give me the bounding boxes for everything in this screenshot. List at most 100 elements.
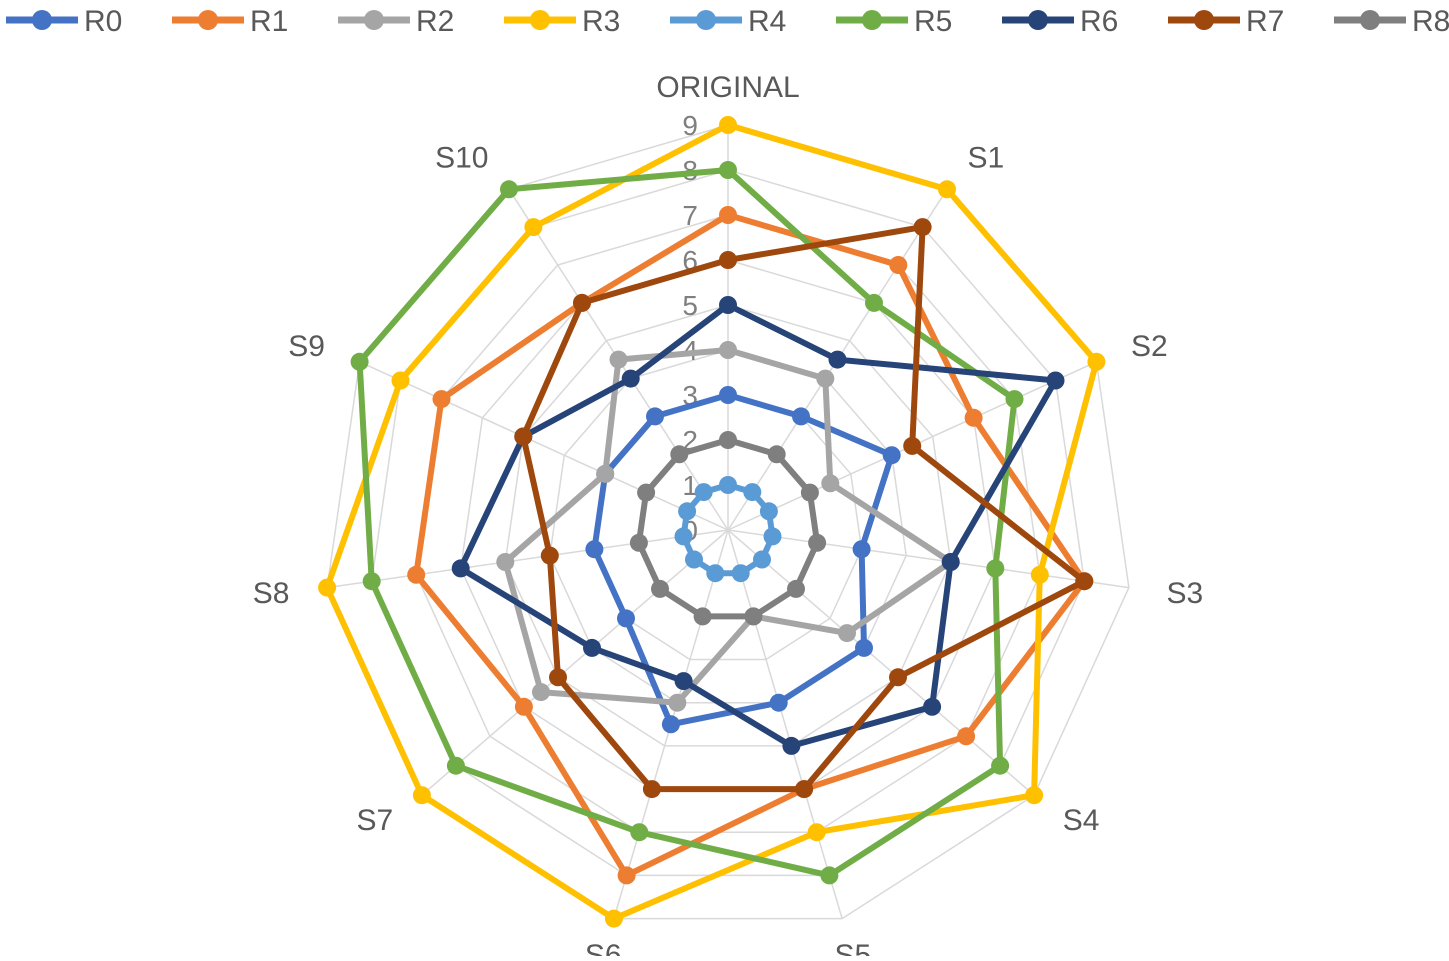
series-line-r7: [520, 224, 1088, 793]
data-point: [706, 564, 725, 583]
data-point: [583, 638, 601, 657]
data-point: [350, 352, 369, 371]
legend-item-r3: R3: [504, 5, 620, 38]
series-layer: [318, 116, 1106, 928]
legend-label: R6: [1080, 5, 1118, 38]
data-point: [795, 780, 814, 799]
data-point: [941, 553, 960, 571]
data-point: [744, 607, 763, 626]
legend-label: R4: [748, 5, 786, 38]
data-point: [719, 161, 737, 179]
data-point: [451, 559, 470, 578]
data-point: [661, 715, 680, 734]
legend-swatch-marker: [862, 10, 882, 30]
data-point: [782, 736, 801, 755]
series-r7: [514, 218, 1094, 799]
data-point: [617, 866, 636, 885]
data-point: [913, 218, 932, 237]
data-point: [1030, 565, 1049, 584]
data-point: [685, 550, 703, 569]
data-point: [828, 350, 847, 369]
category-label-s7: S7: [356, 804, 393, 837]
data-point: [719, 251, 737, 269]
data-point: [629, 533, 648, 552]
category-labels: ORIGINAL S1 S2 S3 S4 S5 S6 S7 S8 S9 S10: [253, 71, 1203, 961]
data-point: [719, 431, 737, 449]
tick-label: 5: [682, 290, 698, 321]
data-point: [838, 624, 856, 643]
data-point: [903, 436, 922, 455]
series-r8: [629, 431, 827, 626]
data-point: [759, 502, 778, 521]
legend-item-r5: R5: [836, 5, 952, 38]
data-point: [719, 476, 737, 494]
category-label-s8: S8: [253, 577, 290, 610]
data-point: [674, 672, 693, 691]
category-label-s5: S5: [834, 939, 871, 956]
data-point: [889, 256, 908, 274]
data-point: [496, 553, 515, 571]
data-point: [753, 550, 771, 569]
legend: R0 R1 R2 R3 R4 R5 R6 R7 R8: [6, 5, 1449, 38]
legend-label: R3: [582, 5, 620, 38]
legend-label: R7: [1246, 5, 1284, 38]
legend-swatch-marker: [198, 10, 218, 30]
data-point: [821, 474, 840, 493]
legend-label: R1: [250, 5, 288, 38]
data-point: [719, 296, 737, 314]
data-point: [651, 579, 669, 598]
data-point: [596, 464, 615, 483]
data-point: [668, 693, 687, 712]
legend-item-r1: R1: [172, 5, 288, 38]
data-point: [767, 445, 786, 464]
legend-label: R2: [416, 5, 454, 38]
data-point: [719, 206, 737, 224]
data-point: [637, 483, 656, 502]
series-line-r0: [591, 392, 895, 728]
legend-item-r0: R0: [6, 5, 122, 38]
data-point: [674, 527, 693, 546]
data-point: [630, 823, 649, 842]
data-point: [719, 341, 737, 359]
data-point: [852, 540, 871, 559]
data-point: [808, 533, 827, 552]
data-point: [500, 180, 518, 199]
series-line-r3: [324, 122, 1100, 922]
data-point: [642, 780, 661, 799]
legend-swatch-marker: [530, 10, 550, 30]
data-point: [432, 390, 451, 409]
data-point: [865, 293, 883, 312]
data-point: [524, 218, 543, 237]
legend-swatch-marker: [1194, 10, 1214, 30]
data-point: [670, 445, 689, 464]
category-label-original: ORIGINAL: [656, 71, 799, 104]
category-label-s4: S4: [1063, 804, 1100, 837]
data-point: [407, 565, 426, 584]
data-point: [1005, 390, 1024, 409]
legend-swatch-marker: [696, 10, 716, 30]
category-label-s1: S1: [968, 141, 1005, 174]
legend-label: R5: [914, 5, 952, 38]
legend-item-r7: R7: [1168, 5, 1284, 38]
data-point: [621, 369, 640, 388]
tick-label: 7: [682, 200, 698, 231]
data-point: [514, 427, 533, 446]
grid-spoke-s9: [359, 361, 729, 531]
data-point: [964, 408, 983, 427]
data-point: [585, 540, 604, 559]
category-label-s10: S10: [435, 141, 488, 174]
series-r0: [585, 386, 901, 734]
data-point: [807, 823, 826, 842]
data-point: [986, 559, 1005, 578]
legend-item-r2: R2: [338, 5, 454, 38]
data-point: [391, 371, 410, 390]
data-point: [694, 483, 713, 502]
data-point: [731, 564, 750, 583]
data-point: [816, 369, 835, 388]
data-point: [549, 668, 567, 687]
data-point: [882, 446, 901, 465]
legend-label: R8: [1412, 5, 1449, 38]
data-point: [1075, 572, 1094, 591]
